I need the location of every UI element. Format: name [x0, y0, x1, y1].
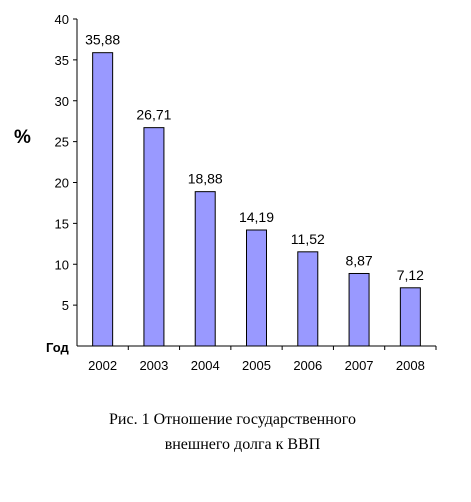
x-tick-label-2005: 2005 — [242, 358, 271, 373]
data-label-2008: 7,12 — [397, 267, 424, 283]
y-tick-label: 40 — [55, 12, 69, 27]
x-tick-label-2002: 2002 — [88, 358, 117, 373]
y-tick-label: 10 — [55, 257, 69, 272]
data-label-2004: 18,88 — [188, 171, 223, 187]
figure-caption-line-1: Рис. 1 Отношение государственного — [109, 411, 356, 428]
x-tick-label-2007: 2007 — [345, 358, 374, 373]
y-tick-label: 25 — [55, 135, 69, 150]
data-label-2002: 35,88 — [85, 32, 120, 48]
bar-2005 — [246, 229, 267, 347]
x-tick-label-2008: 2008 — [396, 358, 425, 373]
x-axis-label: Год — [46, 340, 69, 355]
x-tick-label-2006: 2006 — [293, 358, 322, 373]
y-tick-label: 35 — [55, 53, 69, 68]
x-tick-label-2004: 2004 — [191, 358, 220, 373]
bar-chart: 40 35 30 25 20 15 10 5 35,88 26,71 18,88 14,19 11,5… — [14, 12, 437, 373]
y-tick-label: 20 — [55, 176, 69, 191]
y-axis-label: % — [14, 127, 31, 148]
bar-2006 — [297, 251, 319, 347]
y-tick-label: 30 — [55, 94, 69, 109]
data-label-2005: 14,19 — [239, 209, 274, 225]
data-label-2006: 11,52 — [291, 231, 325, 247]
data-label-2003: 26,71 — [136, 107, 171, 123]
y-tick-label: 5 — [62, 298, 69, 313]
data-label-2007: 8,87 — [345, 252, 372, 268]
bar-2003 — [143, 127, 165, 347]
bar-2008 — [399, 287, 421, 347]
figure-caption-line-2: внешнего долга к ВВП — [164, 436, 321, 453]
bar-2002 — [92, 52, 114, 347]
bar-2004 — [194, 191, 216, 347]
y-tick-label: 15 — [55, 216, 69, 231]
bar-2007 — [348, 272, 370, 347]
x-tick-label-2003: 2003 — [139, 358, 168, 373]
